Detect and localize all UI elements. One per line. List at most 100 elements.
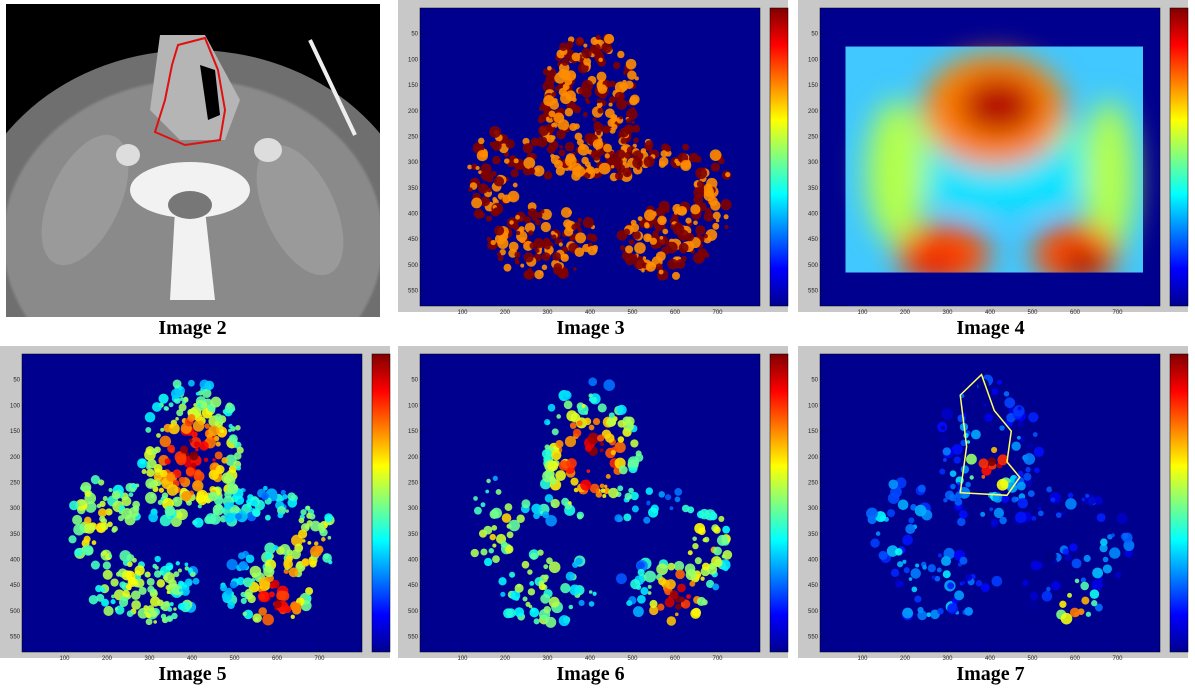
tissue-spot <box>481 170 492 181</box>
tissue-spot <box>569 235 575 241</box>
panel-caption: Image 5 <box>158 663 226 685</box>
tissue-spot <box>725 172 730 177</box>
tissue-spot <box>542 252 551 261</box>
tissue-spot <box>682 505 690 513</box>
tissue-spot <box>489 126 501 138</box>
tissue-spot <box>529 581 534 586</box>
tissue-spot <box>483 526 492 535</box>
y-tick-label: 550 <box>10 635 21 641</box>
tissue-spot <box>546 421 550 425</box>
tissue-spot <box>697 597 706 606</box>
tissue-spot <box>468 187 472 191</box>
tissue-spot <box>887 509 895 517</box>
tissue-spot <box>487 237 492 242</box>
tissue-spot <box>961 581 965 585</box>
tissue-spot <box>632 121 635 124</box>
tissue-spot <box>168 579 176 587</box>
tissue-spot <box>670 224 675 229</box>
tissue-spot <box>176 561 180 565</box>
tissue-spot <box>280 498 283 501</box>
tissue-spot <box>967 440 970 443</box>
tissue-spot <box>523 270 531 278</box>
tissue-spot <box>1034 467 1040 473</box>
tissue-spot <box>714 559 722 567</box>
tissue-spot <box>703 234 708 239</box>
y-tick-label: 200 <box>408 455 419 461</box>
tissue-spot <box>92 540 97 545</box>
y-tick-label: 150 <box>10 429 21 435</box>
tissue-spot <box>132 558 137 563</box>
tissue-spot <box>559 615 570 626</box>
tissue-spot <box>103 606 113 616</box>
x-tick-label: 600 <box>1070 656 1081 662</box>
x-tick-label: 200 <box>500 656 511 662</box>
tissue-spot <box>574 166 585 177</box>
tissue-spot <box>153 620 157 624</box>
tissue-spot <box>1018 422 1024 428</box>
tissue-spot <box>307 541 311 545</box>
tissue-spot <box>603 379 615 391</box>
tissue-spot <box>178 603 185 610</box>
tissue-spot <box>283 559 293 569</box>
tissue-spot <box>205 381 214 390</box>
tissue-spot <box>1092 579 1103 590</box>
tissue-spot <box>486 216 492 222</box>
tissue-spot <box>572 53 581 62</box>
x-tick-label: 400 <box>585 310 596 316</box>
tissue-spot <box>626 118 631 123</box>
tissue-spot <box>74 548 82 556</box>
tissue-spot <box>674 488 682 496</box>
tissue-spot <box>590 484 600 494</box>
tissue-spot <box>536 212 543 219</box>
y-tick-label: 550 <box>808 289 819 295</box>
tissue-spot <box>199 496 205 502</box>
tissue-spot <box>594 123 604 133</box>
tissue-spot <box>186 467 195 476</box>
tissue-spot <box>711 163 720 172</box>
tissue-spot <box>560 93 571 104</box>
x-tick-label: 500 <box>627 656 638 662</box>
tissue-spot <box>234 485 238 489</box>
tissue-spot <box>178 581 184 587</box>
tissue-spot <box>605 433 614 442</box>
tissue-spot <box>185 579 193 587</box>
y-tick-label: 500 <box>408 609 419 615</box>
x-tick-label: 500 <box>229 656 240 662</box>
y-tick-label: 150 <box>808 429 819 435</box>
tissue-spot <box>243 577 253 587</box>
tissue-spot <box>932 576 936 580</box>
tissue-spot <box>188 380 195 387</box>
tissue-spot <box>535 219 541 225</box>
tissue-spot <box>167 607 172 612</box>
tissue-spot <box>657 216 667 226</box>
tissue-spot <box>601 488 606 493</box>
tissue-spot <box>997 380 1002 385</box>
tissue-spot <box>568 166 573 171</box>
tissue-spot <box>509 572 515 578</box>
tissue-spot <box>999 517 1007 525</box>
y-tick-label: 350 <box>808 532 819 538</box>
tissue-spot <box>646 487 653 494</box>
tissue-spot <box>192 480 203 491</box>
tissue-spot <box>492 555 500 563</box>
tissue-spot <box>236 466 241 471</box>
tissue-spot <box>582 88 592 98</box>
tissue-spot <box>575 232 586 243</box>
tissue-spot <box>598 403 607 412</box>
tissue-spot <box>162 618 165 621</box>
tissue-spot <box>514 607 524 617</box>
tissue-spot <box>570 422 577 429</box>
tissue-spot <box>502 513 512 523</box>
y-tick-label: 200 <box>808 455 819 461</box>
tissue-spot <box>591 397 597 403</box>
tissue-spot <box>1109 547 1120 558</box>
tissue-spot <box>724 214 729 219</box>
tissue-spot <box>897 561 903 567</box>
x-tick-label: 400 <box>187 656 198 662</box>
tissue-spot <box>112 491 121 500</box>
tissue-spot <box>964 607 973 616</box>
tissue-spot <box>593 139 604 150</box>
x-tick-label: 600 <box>670 656 681 662</box>
tissue-spot <box>629 97 638 106</box>
tissue-spot <box>199 441 208 450</box>
